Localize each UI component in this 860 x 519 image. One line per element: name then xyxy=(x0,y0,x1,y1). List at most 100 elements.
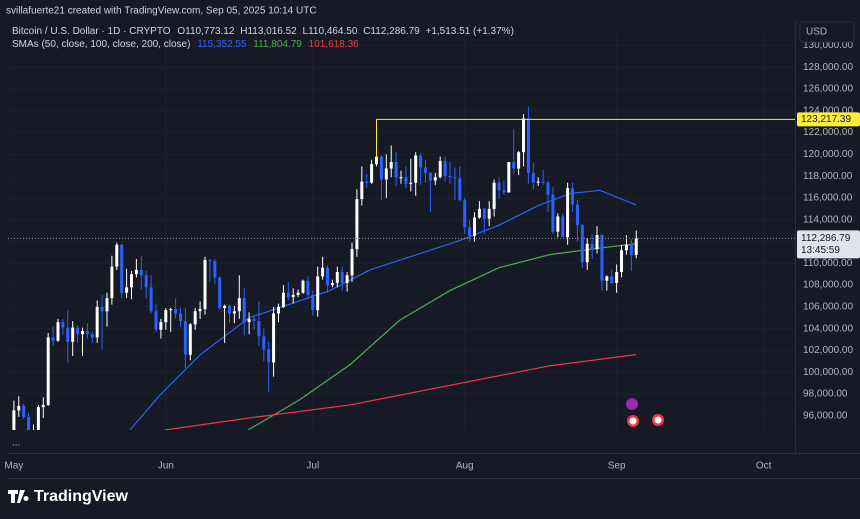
candle-body xyxy=(404,177,408,184)
candle-body xyxy=(620,250,624,273)
sma-legend: SMAs (50, close, 100, close, 200, close)… xyxy=(12,39,359,50)
x-tick-label: Oct xyxy=(756,461,772,472)
countdown: 13:45:59 xyxy=(801,245,840,256)
candle-body xyxy=(634,238,638,255)
candle-body xyxy=(321,267,325,277)
candle-body xyxy=(129,274,133,288)
candle-body xyxy=(198,309,202,312)
candle-body xyxy=(541,181,545,183)
event-icon xyxy=(629,417,637,425)
y-tick-label: 108,000.00 xyxy=(803,280,853,291)
candle-body xyxy=(41,404,45,408)
candle-body xyxy=(218,277,222,308)
y-tick-label: 110,000.00 xyxy=(803,258,853,269)
symbol: Bitcoin / U.S. Dollar · 1D · CRYPTO xyxy=(12,26,171,37)
candle-body xyxy=(272,313,276,363)
candle-body xyxy=(512,162,516,169)
candle-body xyxy=(556,216,560,232)
candle-body xyxy=(409,182,413,184)
y-tick-label: 128,000.00 xyxy=(803,62,853,73)
candle-body xyxy=(580,225,584,263)
candle-body xyxy=(296,292,300,295)
y-tick-label: 122,000.00 xyxy=(803,127,853,138)
high-label-box xyxy=(797,112,860,127)
candle-body xyxy=(605,276,609,281)
candle-body xyxy=(110,266,114,299)
high-label: 123,217.39 xyxy=(801,114,851,125)
candle-body xyxy=(71,327,75,342)
candle-body xyxy=(27,416,31,430)
candle-body xyxy=(624,244,628,251)
candle-body xyxy=(585,243,589,263)
candle-body xyxy=(419,155,423,168)
currency-box[interactable] xyxy=(799,21,855,43)
candle-body xyxy=(139,269,143,276)
candle-body xyxy=(56,322,60,341)
candle-body xyxy=(571,188,575,205)
candle-body xyxy=(80,330,84,335)
candle-body xyxy=(237,298,241,312)
candle-body xyxy=(365,181,369,183)
candle-body xyxy=(178,313,182,322)
legend-line: Bitcoin / U.S. Dollar · 1D · CRYPTO O110… xyxy=(12,26,514,37)
more[interactable]: ... xyxy=(12,438,20,449)
candle-body xyxy=(51,337,55,341)
candle-body xyxy=(551,194,555,232)
candle-body xyxy=(76,327,80,335)
candle-body xyxy=(522,118,526,153)
candle-body xyxy=(517,152,521,169)
candle-body xyxy=(90,334,94,338)
candle-body xyxy=(399,177,403,179)
logo-text: TradingView xyxy=(34,488,129,505)
candle-body xyxy=(615,272,619,283)
candle-body xyxy=(252,318,256,322)
credit: svillafuerte21 created with TradingView.… xyxy=(6,6,317,17)
candle-body xyxy=(424,167,428,173)
x-tick-label: May xyxy=(4,461,23,472)
y-tick-label: 118,000.00 xyxy=(803,171,853,182)
candle-body xyxy=(286,292,290,298)
candle-body xyxy=(492,182,496,209)
candle-body xyxy=(370,164,374,183)
candle-body xyxy=(144,275,148,288)
candle-body xyxy=(355,199,359,250)
candle-body xyxy=(115,244,119,267)
candle-body xyxy=(507,162,511,193)
candle-body xyxy=(610,276,614,283)
candle-body xyxy=(316,276,320,311)
x-tick-label: Jun xyxy=(158,461,174,472)
candle-body xyxy=(477,208,481,218)
candle-body xyxy=(590,243,594,250)
high: H113,016.52 xyxy=(240,26,297,37)
y-tick-label: 96,000.00 xyxy=(803,410,848,421)
candle-body xyxy=(223,305,227,308)
candle-body xyxy=(468,227,472,237)
candle-body xyxy=(193,311,197,325)
candle-body xyxy=(531,172,535,183)
low: L110,464.50 xyxy=(303,26,358,37)
candle-body xyxy=(502,190,506,193)
candle-body xyxy=(350,249,354,276)
candle-body xyxy=(247,318,251,323)
y-tick-label: 98,000.00 xyxy=(803,389,848,400)
y-tick-label: 104,000.00 xyxy=(803,323,853,334)
event-icon xyxy=(654,416,662,424)
candle-body xyxy=(384,168,388,180)
candle-body xyxy=(159,322,163,330)
y-tick-label: 124,000.00 xyxy=(803,105,853,116)
last-price-label: 112,286.79 xyxy=(801,233,851,244)
candle-body xyxy=(301,280,305,293)
candle-body xyxy=(487,208,491,219)
candle-body xyxy=(463,200,467,228)
candle-body xyxy=(473,217,477,237)
candle-body xyxy=(561,216,565,238)
y-tick-label: 102,000.00 xyxy=(803,345,853,356)
candle-body xyxy=(345,275,349,283)
candle-body xyxy=(375,156,379,165)
candle-body xyxy=(17,406,21,411)
candle-body xyxy=(448,176,452,178)
logo-mark xyxy=(8,490,29,503)
plot xyxy=(8,106,795,430)
x-tick-label: Sep xyxy=(608,461,626,472)
